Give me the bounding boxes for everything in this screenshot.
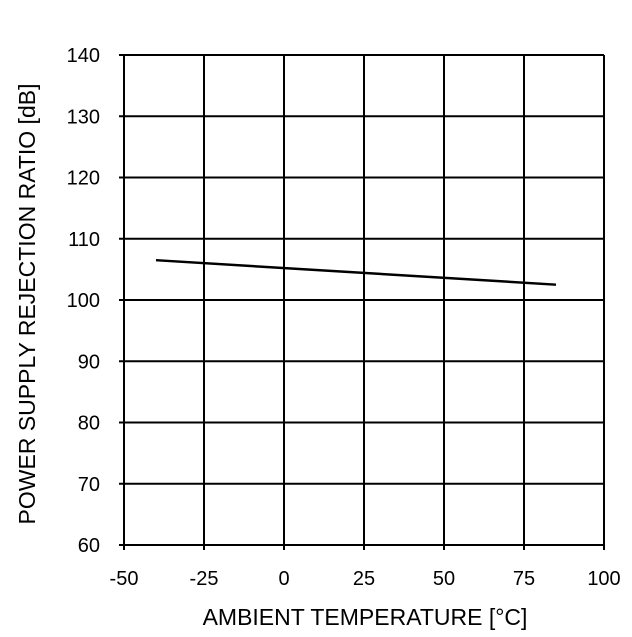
- y-tick-label: 130: [67, 106, 100, 128]
- x-tick-labels: -50 -25 0 25 50 75 100: [110, 568, 621, 590]
- y-tick-label: 120: [67, 168, 100, 190]
- y-tick-label: 60: [78, 535, 100, 557]
- grid: [119, 54, 605, 550]
- y-tick-label: 110: [68, 229, 100, 251]
- y-axis-title: POWER SUPPLY REJECTION RATIO [dB]: [14, 84, 40, 525]
- y-tick-label: 90: [78, 351, 100, 373]
- series-layer: [155, 258, 557, 286]
- y-tick-label: 140: [67, 45, 100, 67]
- y-tick-labels: 60 70 80 90 100 110 120 130 140: [67, 45, 100, 557]
- x-tick-label: -25: [190, 568, 219, 590]
- x-tick-label: -50: [110, 568, 139, 590]
- x-tick-label: 100: [587, 568, 620, 590]
- y-tick-label: 80: [78, 413, 100, 435]
- x-tick-label: 50: [433, 568, 455, 590]
- y-tick-label: 70: [78, 474, 100, 496]
- x-axis-title: AMBIENT TEMPERATURE [°C]: [203, 604, 528, 630]
- y-tick-label: 100: [67, 290, 100, 312]
- series-line: [155, 258, 557, 286]
- x-tick-label: 0: [278, 568, 289, 590]
- x-tick-label: 25: [353, 568, 375, 590]
- x-tick-label: 75: [513, 568, 535, 590]
